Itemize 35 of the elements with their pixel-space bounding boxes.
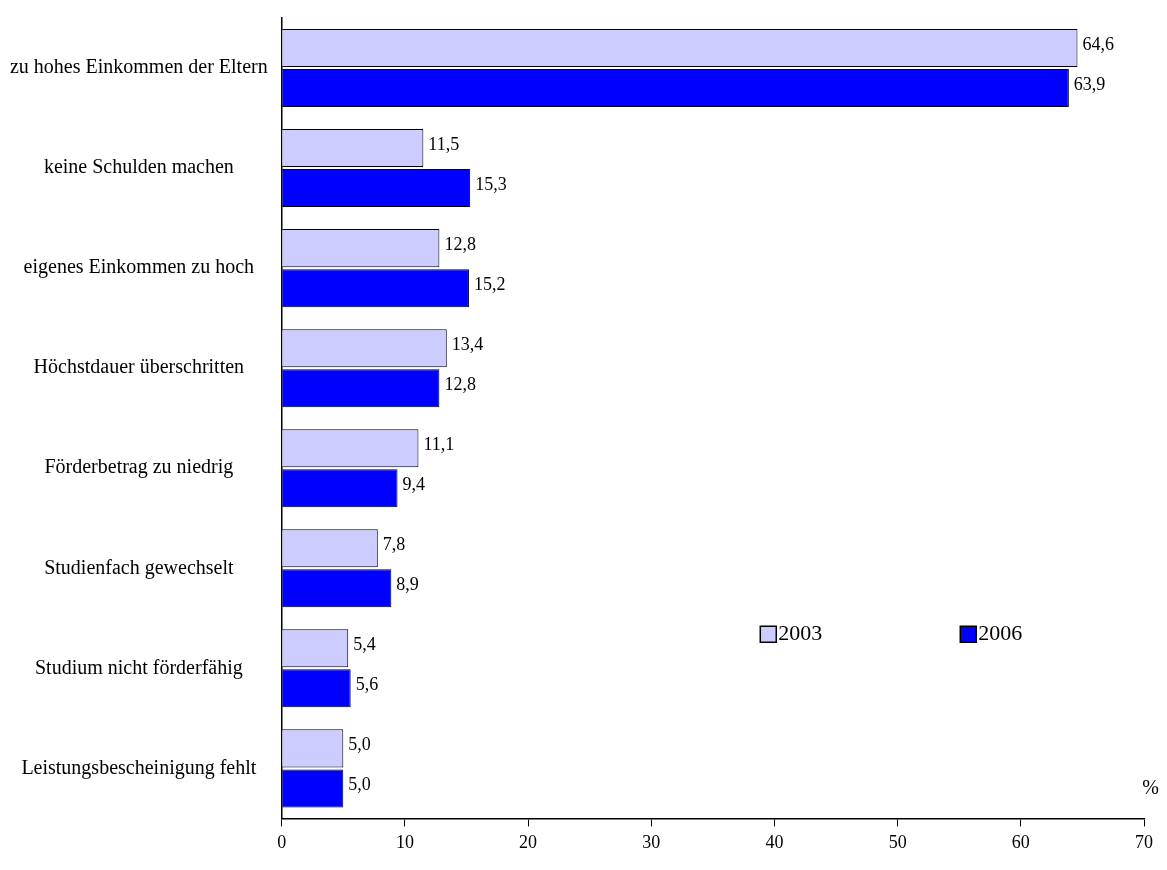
data-label: 5,0	[348, 774, 371, 795]
y-tick-label: keine Schulden machen	[43, 155, 234, 178]
x-tick-label: 50	[888, 831, 907, 852]
data-label: 9,4	[402, 473, 425, 494]
y-tick-label: Förderbetrag zu niedrig	[44, 455, 234, 479]
x-tick-label: 30	[642, 831, 661, 852]
data-label: 11,1	[423, 433, 455, 454]
data-label: 11,5	[428, 133, 460, 154]
x-axis-title: %	[1142, 775, 1159, 798]
data-label: 13,4	[451, 333, 484, 354]
data-label: 5,4	[353, 634, 376, 655]
legend-label: 2003	[778, 620, 823, 646]
y-tick-label: Studienfach gewechselt	[44, 555, 234, 579]
data-label: 5,6	[355, 674, 379, 695]
data-label: 64,6	[1082, 33, 1114, 54]
y-tick-label: zu hohes Einkommen der Eltern	[9, 55, 268, 78]
data-label: 12,8	[444, 233, 476, 254]
data-label: 7,8	[382, 534, 406, 554]
y-tick-label: eigenes Einkommen zu hoch	[23, 255, 255, 279]
x-tick-label: 40	[765, 831, 784, 852]
data-label: 5,0	[348, 734, 371, 755]
x-tick-label: 10	[395, 831, 414, 852]
x-tick-label: 0	[277, 831, 287, 852]
x-tick-label: 20	[519, 831, 538, 852]
x-tick-label: 60	[1011, 831, 1030, 852]
y-tick-label: Leistungsbescheinigung fehlt	[21, 755, 257, 779]
legend-label: 2006	[978, 620, 1023, 646]
data-label: 63,9	[1073, 73, 1106, 94]
data-label: 15,2	[473, 273, 506, 294]
y-tick-label: Studium nicht förderfähig	[34, 655, 243, 679]
y-tick-label: Höchstdauer überschritten	[33, 355, 245, 378]
data-label: 12,8	[444, 373, 476, 394]
data-label: 15,3	[475, 173, 507, 194]
data-label: 8,9	[396, 574, 419, 595]
x-tick-label: 70	[1135, 831, 1153, 852]
